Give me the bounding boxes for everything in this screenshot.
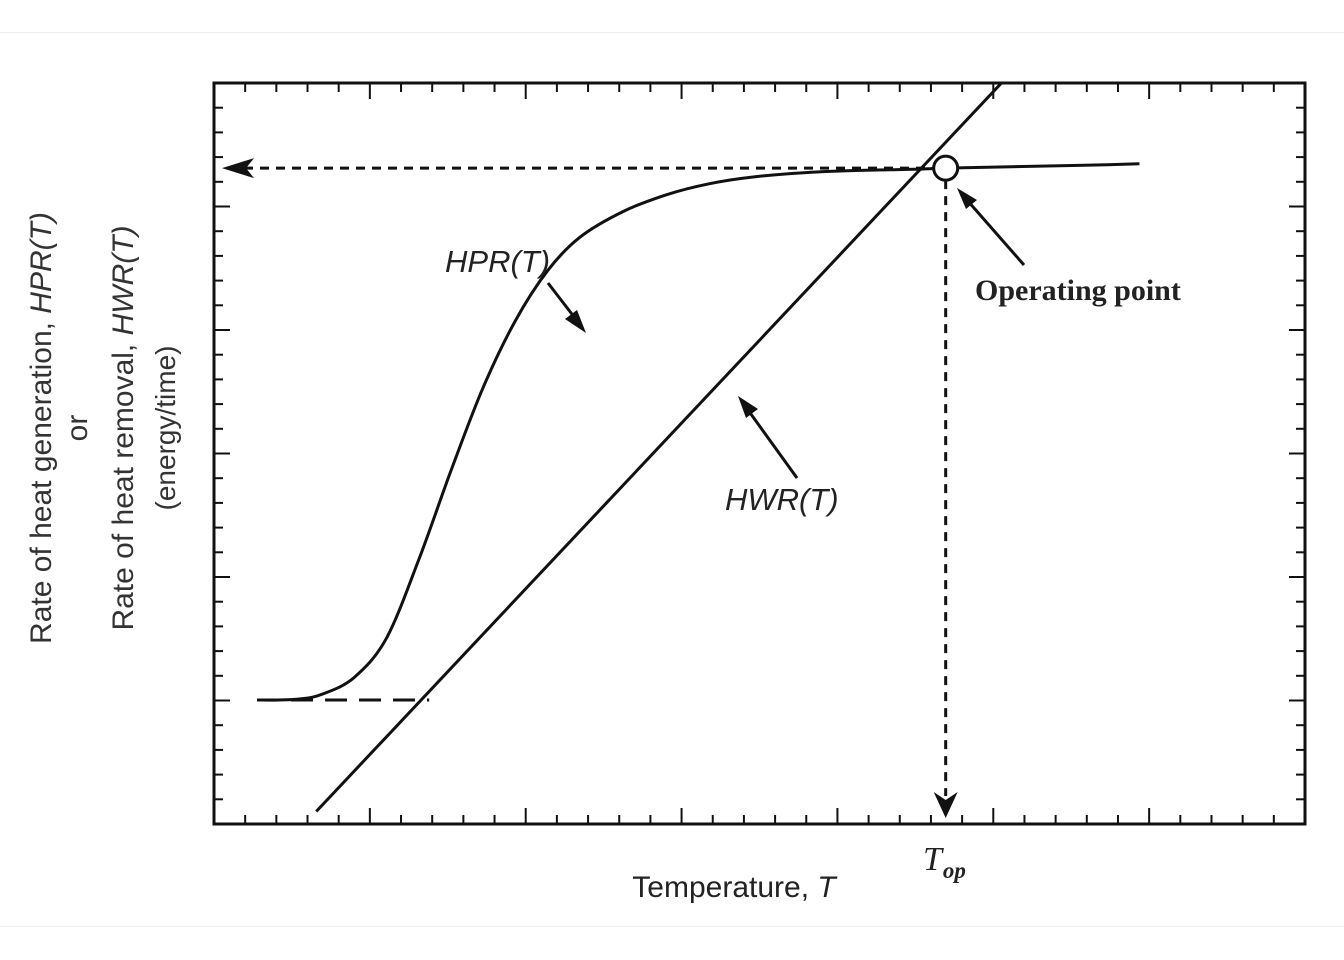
x-tick-label-main: T [923,841,944,878]
bottom-divider [0,926,1344,927]
hpr-pointer-arrow [546,282,586,333]
operating-point-marker [932,154,960,182]
y-axis-label-line-3-text: Rate of heat removal, [107,335,140,630]
plot-frame [212,81,1307,826]
y-axis-label-line-1: Rate of heat generation, HPR(T) [25,212,58,644]
y-axis-label: Rate of heat generation, HPR(T) or Rate … [25,212,181,644]
hwr-curve [315,83,1004,813]
x-axis-label-variable: T [817,871,838,904]
operating-point-annotation: Operating point [975,274,1181,307]
x-axis-label-text: Temperature, [632,871,817,904]
y-axis-label-line-3-var: HWR(T) [107,225,140,335]
y-axis-label-line-1-var: HPR(T) [25,212,58,314]
hwr-pointer-arrow [738,396,799,479]
y-axis-label-line-3: Rate of heat removal, HWR(T) [107,225,140,630]
hpr-annotation: HPR(T) [445,244,550,279]
operating-point-pointer-arrow [957,188,1026,266]
y-axis-label-line-2: or [61,415,94,442]
y-axis-label-line-4: (energy/time) [150,346,181,511]
down-arrow-head [933,792,958,818]
left-arrow-head [222,158,254,179]
top-divider [0,32,1344,33]
axis-ticks [214,83,1305,824]
hwr-annotation: HWR(T) [725,482,839,517]
y-axis-label-line-1-text: Rate of heat generation, [25,314,58,644]
x-axis-label: Temperature, T [632,871,838,904]
x-tick-label-top: Top [923,841,966,883]
x-tick-label-subscript: op [943,858,966,883]
